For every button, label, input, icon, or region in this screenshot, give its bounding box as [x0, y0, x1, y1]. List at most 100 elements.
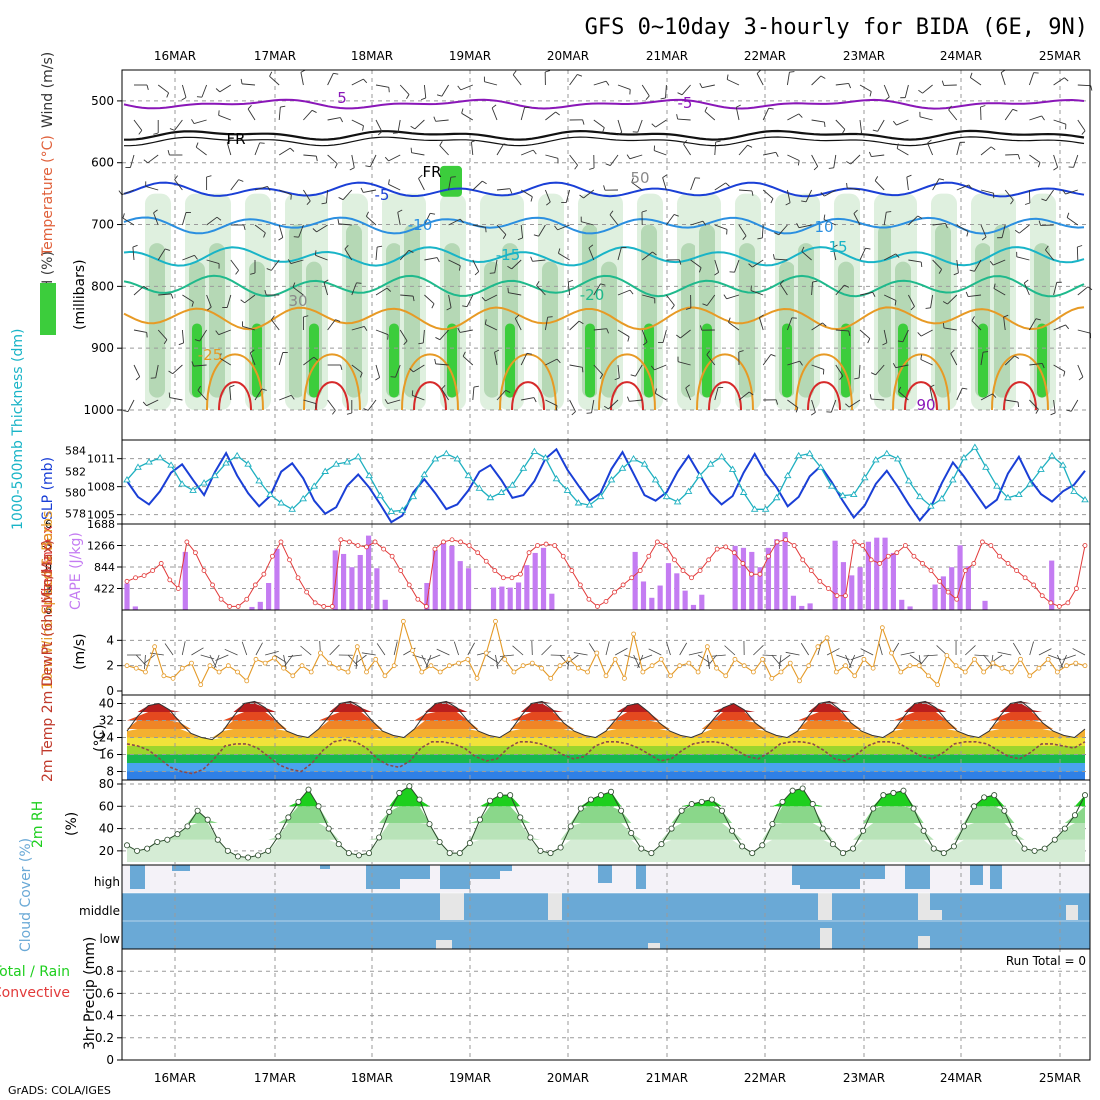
wind-grid	[122, 610, 1090, 695]
wind-speed-marker	[622, 675, 627, 681]
wind-barb-flag	[1037, 162, 1041, 168]
wind-barb-flag	[641, 210, 647, 213]
wind-barb-flag	[589, 167, 595, 170]
cape-bar	[840, 562, 847, 610]
isotherm-line	[123, 274, 1085, 298]
wind-barb	[641, 329, 648, 343]
li-marker	[731, 550, 737, 556]
wind-speed-marker	[143, 669, 148, 675]
wind-barb	[714, 387, 719, 401]
thickness-marker	[607, 476, 616, 483]
wind-barb	[288, 654, 303, 658]
li-marker	[740, 561, 746, 566]
precip-panel: 0 0.2 0.4 0.6 0.8 Run Total = 0 Total / Rain…	[0, 937, 1091, 1067]
lifted-index-line	[124, 537, 1088, 609]
wind-barb-flag	[1041, 115, 1045, 121]
wind-barb-flag	[606, 328, 609, 334]
thickness-marker	[1026, 480, 1034, 487]
li-marker	[885, 553, 891, 559]
wind-barb-flag	[482, 180, 487, 185]
cape-bar	[632, 551, 638, 610]
wind-barb	[397, 212, 401, 226]
top-date-label: 17MAR	[254, 49, 296, 63]
rh2m-marker	[134, 847, 141, 854]
wind-barb-flag	[362, 125, 364, 131]
wind-barb-flag	[910, 306, 915, 311]
wind-speed-marker	[907, 663, 913, 669]
rh2m-marker	[870, 805, 877, 812]
wind-barb	[801, 251, 812, 261]
thickness-marker	[761, 505, 770, 512]
precip-label: 3hr Precip (mm)	[82, 937, 98, 1050]
wind-barb-flag	[582, 119, 585, 125]
thickness-marker	[673, 498, 682, 505]
wind-barb	[714, 259, 720, 273]
li-marker	[979, 539, 985, 545]
wind-barb-flag	[505, 389, 511, 393]
wind-barb	[462, 355, 474, 366]
li-marker	[971, 561, 977, 566]
rh2m-label-group: 2m RH	[30, 801, 46, 848]
clear-sky-cell	[648, 943, 660, 949]
cloud-middle-label: middle	[79, 904, 120, 918]
cloud-cover-panel: high middle low Cloud Cover (%)	[18, 838, 1091, 952]
cape-bar	[657, 585, 663, 610]
warm-contour	[401, 353, 459, 411]
thickness-marker	[640, 460, 649, 467]
wind-barb	[654, 364, 667, 371]
li-marker	[150, 568, 156, 573]
temperature-band	[127, 712, 1085, 721]
clear-sky-cell	[918, 893, 930, 920]
wind-speed-marker	[428, 663, 434, 669]
wind-barb	[315, 254, 328, 261]
wind-barb	[164, 643, 174, 656]
wind-barb	[496, 188, 510, 191]
thickness-marker	[849, 490, 858, 498]
wind-barb	[734, 259, 740, 273]
wind-barb	[491, 107, 498, 121]
wind-barb	[883, 329, 888, 343]
wind-barb-flag	[556, 358, 561, 364]
wind-barb	[763, 151, 777, 156]
thickness-marker	[684, 487, 693, 494]
wind-barb	[545, 399, 558, 407]
wind-barb-flag	[340, 364, 343, 370]
rh2m-marker	[638, 845, 645, 852]
cape-bar	[865, 541, 871, 610]
wind-barb-flag	[313, 356, 319, 361]
wind-barb	[859, 84, 872, 92]
wind-barb-flag	[896, 143, 899, 149]
wind-barb	[956, 388, 963, 401]
wind-barb	[422, 329, 425, 343]
wind-barb	[923, 654, 938, 657]
wind-speed-marker	[327, 660, 333, 666]
wind-barb-flag	[651, 123, 656, 128]
rh2m-axis: 20 40 60 80	[99, 777, 122, 858]
wind-speed-marker	[1082, 663, 1088, 669]
cape-label: CAPE (J/kg)	[68, 532, 84, 610]
cape-tick-label: 422	[94, 583, 115, 596]
wind-barb-flag	[969, 72, 973, 78]
wind-barb-flag	[143, 285, 149, 290]
li-marker	[432, 546, 438, 552]
wind-speed-marker	[760, 656, 765, 662]
wind-barb-flag	[698, 267, 702, 273]
cape-bar	[882, 537, 888, 610]
wind-speed-marker	[824, 635, 830, 641]
wind-speed-line	[124, 618, 1088, 688]
cape-bar	[382, 599, 388, 610]
cape-bar	[932, 584, 938, 610]
wind-barb	[174, 179, 183, 191]
wind-barb-flag	[146, 84, 149, 90]
wind-barb-flag	[685, 307, 691, 310]
rh2m-marker	[265, 847, 272, 854]
wind-barb	[496, 143, 505, 156]
wind-barb	[544, 189, 551, 203]
wind-barb	[133, 329, 147, 333]
hot-contour	[315, 381, 349, 411]
rh2m-marker	[648, 850, 655, 857]
wind-barb	[292, 286, 304, 296]
thickness-marker	[772, 493, 781, 501]
wind-speed-marker	[861, 656, 867, 662]
